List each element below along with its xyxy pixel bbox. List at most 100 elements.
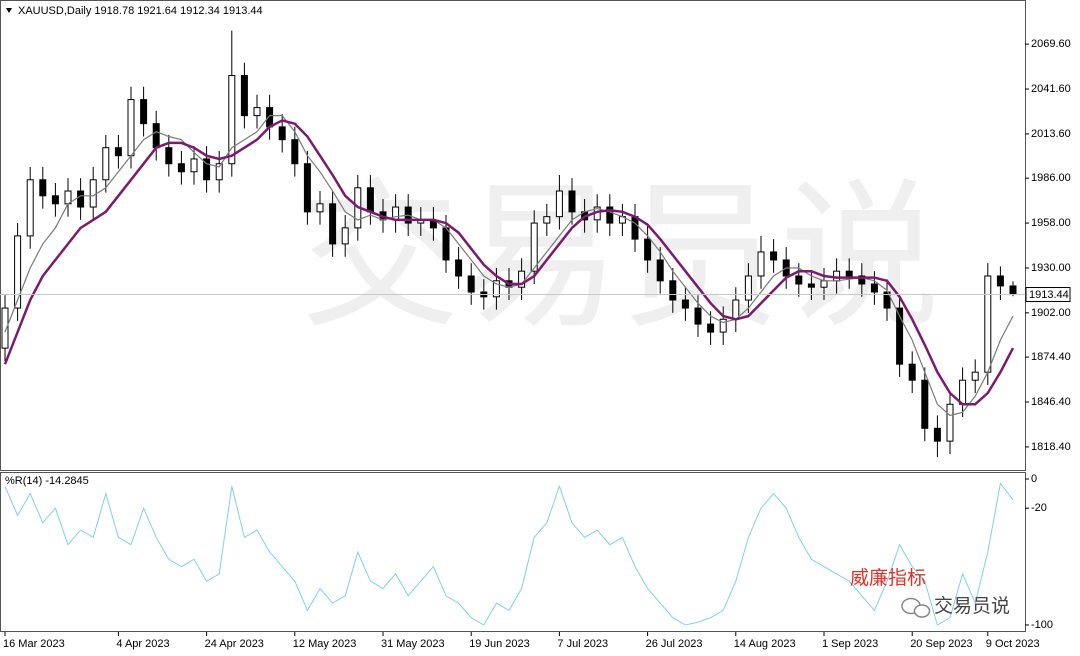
candle-body: [656, 259, 664, 282]
y-tick-label: 1986.00: [1031, 172, 1071, 184]
candle-body: [492, 280, 500, 298]
last-close: 1913.44: [223, 5, 263, 17]
price-label: 1913.44: [1029, 289, 1069, 301]
candle-body: [177, 163, 185, 173]
candle-body: [971, 371, 979, 381]
symbol: XAUUSD,Daily: [18, 5, 92, 17]
candle-body: [908, 363, 916, 381]
candle-body: [26, 179, 34, 237]
x-tick-label: 31 May 2023: [381, 638, 445, 650]
candle-body: [240, 75, 248, 117]
annotation: 威廉指标: [850, 567, 926, 589]
candle-body: [140, 99, 148, 125]
candle-body: [455, 259, 463, 277]
candle-body: [51, 195, 59, 205]
candle-body: [694, 307, 702, 325]
candle-body: [606, 206, 614, 224]
candle-body: [203, 158, 211, 181]
candle-body: [984, 275, 992, 373]
y-tick-label: 2041.60: [1031, 83, 1071, 95]
candle-body: [732, 299, 740, 320]
last-low: 1912.34: [180, 5, 220, 17]
candle-body: [681, 299, 689, 309]
candle-body: [833, 270, 841, 282]
sub-header: %R(14) -14.2845: [5, 475, 89, 487]
x-tick-label: 20 Sep 2023: [910, 638, 972, 650]
candle-body: [77, 190, 85, 208]
candle-body: [303, 163, 311, 213]
candle-body: [190, 158, 198, 173]
x-tick-label: 1 Sep 2023: [822, 638, 878, 650]
x-tick-label: 4 Apr 2023: [116, 638, 169, 650]
candle-body: [933, 427, 941, 442]
candle-body: [870, 283, 878, 293]
moving-average: [3, 119, 1015, 406]
y-tick-label: 0: [1031, 473, 1037, 485]
indicator-line: [4, 482, 1014, 626]
watermark: 交易员说: [300, 167, 940, 346]
header-arrow: [6, 8, 12, 13]
candle-body: [883, 291, 891, 309]
candle-body: [707, 323, 715, 333]
candle-body: [518, 270, 526, 288]
candle-body: [215, 163, 223, 181]
x-tick-label: 16 Mar 2023: [3, 638, 65, 650]
candle-body: [757, 251, 765, 277]
candle-body: [543, 216, 551, 224]
plot-layer: [0, 30, 1025, 626]
candle-body: [946, 403, 954, 442]
candle-body: [896, 307, 904, 365]
candle-body: [1, 307, 9, 349]
candle-body: [1009, 285, 1017, 296]
x-tick-label: 9 Oct 2023: [986, 638, 1040, 650]
candle-body: [770, 251, 778, 261]
candle-body: [39, 179, 47, 197]
candle-body: [266, 107, 274, 128]
candle-body: [253, 107, 261, 117]
y-tick-label: 1902.00: [1031, 307, 1071, 319]
candle-body: [795, 275, 803, 285]
x-tick-label: 24 Apr 2023: [205, 638, 264, 650]
candle-body: [568, 190, 576, 213]
candle-body: [644, 238, 652, 261]
last-high: 1921.64: [137, 5, 177, 17]
moving-average: [4, 115, 1014, 417]
candle-body: [329, 203, 337, 245]
candle-body: [89, 179, 97, 208]
candle-body: [14, 235, 22, 309]
main-header: XAUUSD,Daily 1918.78 1921.64 1912.34 191…: [18, 5, 263, 17]
x-tick-label: 7 Jul 2023: [557, 638, 608, 650]
indicator-name: %R(14): [5, 475, 42, 487]
x-tick-label: 19 Jun 2023: [469, 638, 530, 650]
indicator-last: -14.2845: [45, 475, 88, 487]
y-tick-label: 2013.60: [1031, 128, 1071, 140]
candle-body: [996, 275, 1004, 287]
y-tick-label: 2069.60: [1031, 38, 1071, 50]
candle-body: [366, 187, 374, 213]
x-tick-label: 14 Aug 2023: [734, 638, 796, 650]
candle-body: [845, 270, 853, 277]
last-open: 1918.78: [94, 5, 134, 17]
candle-body: [114, 147, 122, 157]
candle-body: [719, 318, 727, 333]
candle-body: [807, 283, 815, 288]
candle-body: [291, 139, 299, 165]
candle-body: [442, 227, 450, 261]
price-box: [1025, 287, 1071, 303]
y-tick-label: 1846.40: [1031, 396, 1071, 408]
x-tick-label: 12 May 2023: [293, 638, 357, 650]
candle-body: [228, 75, 236, 165]
y-tick-label: 1958.00: [1031, 217, 1071, 229]
main-pane: [0, 0, 1026, 471]
y-tick-label: 1818.40: [1031, 441, 1071, 453]
x-tick-label: 26 Jul 2023: [646, 638, 703, 650]
candle-body: [858, 275, 866, 285]
candle-body: [467, 275, 475, 293]
candle-body: [530, 222, 538, 272]
y-tick-label: 1930.00: [1031, 262, 1071, 274]
candle-body: [744, 275, 752, 301]
candle-body: [392, 206, 400, 221]
candle-body: [631, 216, 639, 240]
candle-body: [316, 203, 324, 213]
